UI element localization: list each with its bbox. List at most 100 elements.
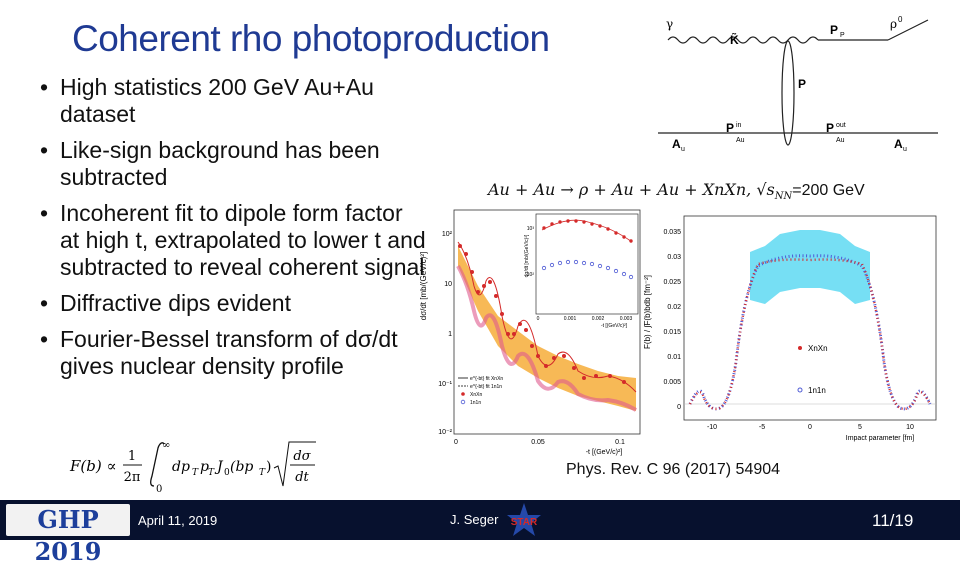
- dsigma-dt-plot: dσ/dt [mb/(GeV/c)²] 10² 10 1 10⁻¹ 10⁻² 0…: [419, 209, 641, 456]
- formula-frac-num: 1: [128, 449, 136, 464]
- formula-p: p: [200, 459, 209, 475]
- inset-xlabel: -t [(GeV/c)²]: [601, 323, 628, 329]
- formula-bessel-close: ): [266, 459, 271, 475]
- bullet-dot: •: [40, 200, 49, 226]
- uncertainty-band: [750, 230, 870, 304]
- rho-sup: 0: [898, 15, 903, 24]
- formula-bessel: J: [214, 459, 224, 475]
- rho-label: ρ: [890, 17, 897, 31]
- left-ytick: 10⁻²: [438, 429, 452, 436]
- kbar-label: K̃: [730, 32, 739, 47]
- formula-upper: ∞: [162, 440, 170, 451]
- bullet-list: • High statistics 200 GeV Au+Au dataset •…: [36, 74, 426, 389]
- left-xtick: 0: [454, 439, 458, 446]
- right-ytick: 0.01: [667, 354, 681, 361]
- right-xtick: 0: [808, 424, 812, 431]
- reaction-equation: Au + Au → ρ + Au + Au + XnXn, √sNN=200 G…: [488, 180, 865, 202]
- page-number: 11/19: [872, 511, 914, 530]
- right-legend: XnXn 1n1n: [797, 344, 828, 395]
- au-left-sub: u: [681, 146, 685, 153]
- pin-sub: Au: [736, 137, 745, 144]
- formula-root-num: dσ: [293, 449, 311, 464]
- bullet-text: Fourier-Bessel transform of dσ/dt gives …: [60, 326, 398, 379]
- bullet-dot: •: [40, 326, 49, 352]
- formula-sub-t: T: [192, 468, 199, 478]
- left-xlabel: -t [(GeV/c)²]: [586, 449, 623, 456]
- legend-label: XnXn: [470, 392, 482, 398]
- pp-sub: P: [840, 32, 845, 39]
- right-xtick: -5: [759, 424, 765, 431]
- gamma-label: γ: [666, 17, 673, 31]
- formula-sub-t: T: [208, 468, 215, 478]
- legend-label: e^{-bt} fit XnXn: [470, 376, 503, 382]
- star-logo-icon: STAR: [507, 503, 541, 536]
- pomeron-label: P: [798, 77, 806, 91]
- formula-bessel-arg: (bp: [230, 459, 253, 475]
- density-profile-plot: F(b) / ∫F(b)bdb [fm⁻²] 0.035 0.03 0.025 …: [643, 215, 937, 442]
- bullet-dot: •: [40, 137, 49, 163]
- right-xlabel: Impact parameter [fm]: [846, 435, 915, 442]
- formula-bessel-sub: 0: [224, 468, 230, 478]
- right-ytick: 0.02: [667, 304, 681, 311]
- bullet-item: • Like-sign background has been subtracte…: [36, 137, 426, 191]
- formula-lower: 0: [156, 484, 162, 494]
- right-xtick: 5: [858, 424, 862, 431]
- left-xtick: 0.05: [531, 439, 545, 446]
- inset-xtick: 0: [537, 316, 540, 322]
- inset-xnxn-curve: [541, 219, 633, 243]
- formula-sub-t: T: [259, 468, 266, 478]
- inset-xtick: 0.002: [592, 316, 605, 322]
- legend-label: 1n1n: [808, 386, 826, 395]
- legend-swatch: [798, 346, 802, 350]
- formula-root-den: dt: [295, 470, 309, 485]
- inset-ytick: 10³: [527, 226, 535, 232]
- inset-frame: [535, 213, 639, 315]
- footer-author: J. Seger: [450, 512, 499, 527]
- right-xtick: 10: [906, 424, 914, 431]
- inset-1n1n-points: [541, 259, 634, 280]
- inset-ytick: 10²: [527, 272, 535, 278]
- right-ytick: 0.03: [667, 254, 681, 261]
- photon-line: [667, 36, 819, 44]
- legend-label: XnXn: [808, 344, 828, 353]
- bullet-item: • High statistics 200 GeV Au+Au dataset: [36, 74, 426, 128]
- bullet-item: • Fourier-Bessel transform of dσ/dt gives…: [36, 326, 426, 380]
- right-ylabel: F(b) / ∫F(b)bdb [fm⁻²]: [643, 275, 652, 349]
- inset-ylabel: dσ/dt [mb/(GeV/c)²]: [524, 234, 530, 277]
- citation: Phys. Rev. C 96 (2017) 54904: [566, 461, 781, 478]
- right-ytick: 0.005: [663, 379, 681, 386]
- energy-value: =200 GeV: [792, 182, 865, 199]
- bullet-text: High statistics 200 GeV Au+Au dataset: [60, 74, 374, 127]
- sqrt-s: √s: [756, 180, 775, 199]
- pout-sub: Au: [836, 137, 845, 144]
- feynman-diagram: γ K̃ P P ρ 0 P A u P in Au P out Au A u: [658, 15, 938, 153]
- fourier-bessel-formula: F(b) ∝ 1 2π ∞ 0 dp T p T J 0 (bp T ) dσ …: [69, 440, 316, 494]
- bullet-dot: •: [40, 290, 49, 316]
- pout-sup: out: [836, 122, 846, 129]
- right-ytick: 0: [677, 404, 681, 411]
- right-ytick: 0.025: [663, 279, 681, 286]
- legend-swatch: [797, 387, 803, 393]
- reaction-text: Au + Au → ρ + Au + Au + XnXn,: [488, 180, 752, 199]
- left-legend: e^{-bt} fit XnXn e^{-bt} fit 1n1n XnXn 1…: [458, 376, 503, 406]
- xnxn-curve: [457, 241, 637, 393]
- legend-swatch: [461, 392, 465, 396]
- au-right-label: A: [894, 137, 903, 151]
- left-ytick: 10⁻¹: [438, 381, 452, 388]
- right-xtick: -10: [707, 424, 717, 431]
- legend-swatch: [460, 399, 466, 405]
- formula-integrand: dp: [172, 459, 190, 475]
- pin-sup: in: [736, 122, 742, 129]
- left-ytick: 10²: [442, 231, 453, 238]
- 1n1n-curve: [456, 265, 638, 412]
- bullet-item: • Incoherent fit to dipole form factor at…: [36, 200, 426, 281]
- formula-lhs: F(b) ∝: [69, 457, 117, 475]
- sqrt-s-sub: NN: [774, 191, 793, 203]
- formula-frac-den: 2π: [124, 470, 141, 485]
- au-left-label: A: [672, 137, 681, 151]
- left-xtick: 0.1: [615, 439, 625, 446]
- systematic-band: [458, 246, 636, 411]
- bullet-text: Incoherent fit to dipole form factor at …: [60, 200, 426, 280]
- pout-label: P: [826, 121, 834, 135]
- right-ytick: 0.035: [663, 229, 681, 236]
